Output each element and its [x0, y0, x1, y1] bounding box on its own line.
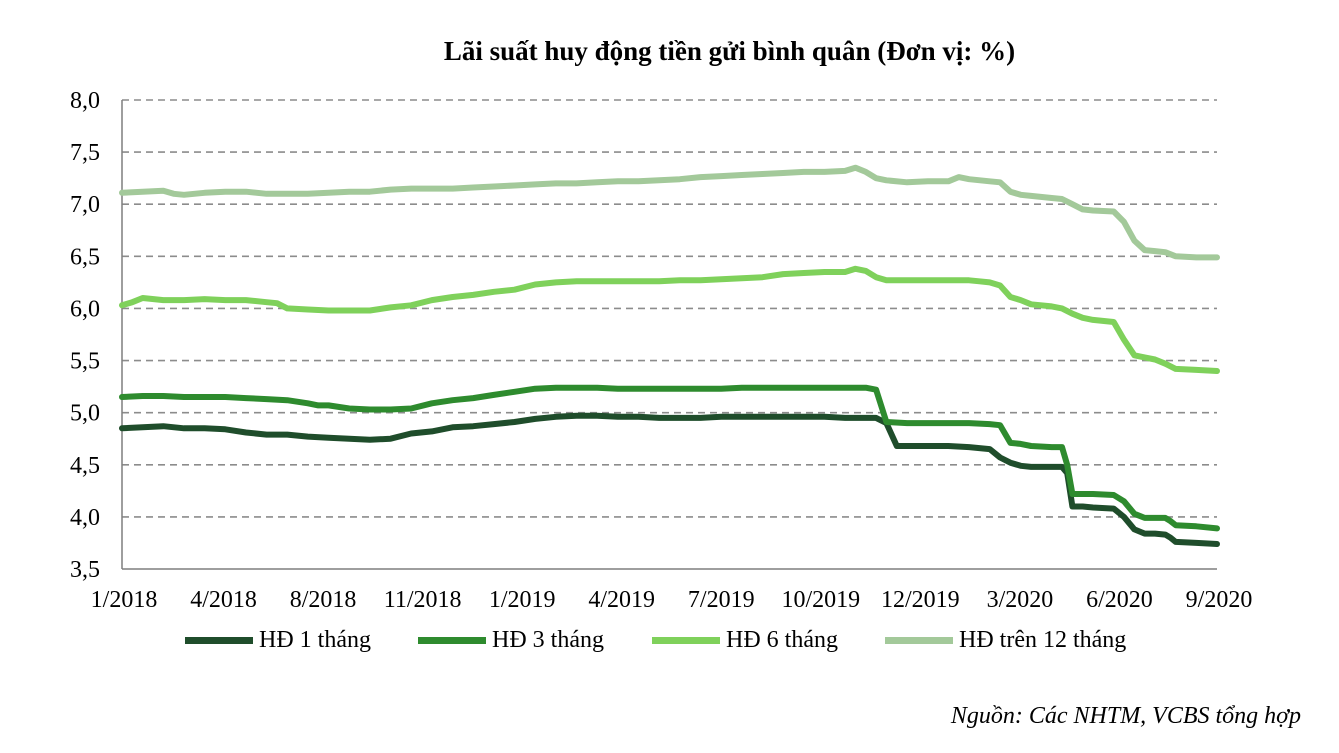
series-line-4	[119, 164, 1220, 261]
legend-label-tren-12-thang: HĐ trên 12 tháng	[959, 626, 1127, 653]
y-tick-label: 8,0	[70, 88, 100, 114]
y-tick-label: 5,5	[70, 349, 100, 375]
legend-item-3-thang: HĐ 3 tháng	[418, 622, 604, 658]
x-tick-label: 1/2019	[489, 587, 556, 613]
chart-title: Lãi suất huy động tiền gửi bình quân (Đơ…	[443, 36, 1016, 66]
x-tick-label: 12/2019	[881, 587, 960, 613]
legend-swatch-tren-12-thang	[885, 636, 953, 644]
legend-label-3-thang: HĐ 3 tháng	[492, 626, 604, 653]
y-tick-label: 6,5	[70, 244, 100, 270]
x-tick-label: 4/2018	[190, 587, 257, 613]
x-tick-label: 3/2020	[987, 587, 1054, 613]
series-line-1	[119, 412, 1220, 547]
series-line-3	[119, 265, 1220, 374]
x-tick-labels: 1/2018 4/2018 8/2018 11/2018 1/2019 4/2019 7/2…	[91, 587, 1253, 613]
x-tick-label: 10/2019	[781, 587, 860, 613]
x-tick-label: 9/2020	[1186, 587, 1253, 613]
legend-swatch-1-thang	[185, 636, 253, 644]
y-tick-label: 4,0	[70, 505, 100, 531]
legend-swatch-3-thang	[418, 636, 486, 644]
legend-label-1-thang: HĐ 1 tháng	[259, 626, 371, 653]
x-tick-label: 6/2020	[1086, 587, 1153, 613]
series-lines	[119, 164, 1220, 547]
y-tick-label: 7,5	[70, 140, 100, 166]
x-tick-label: 4/2019	[588, 587, 655, 613]
axes	[121, 100, 1217, 570]
y-tick-label: 3,5	[70, 557, 100, 583]
y-tick-label: 5,0	[70, 401, 100, 427]
y-tick-label: 7,0	[70, 192, 100, 218]
legend-item-tren-12-thang: HĐ trên 12 tháng	[885, 622, 1126, 658]
source-note: Nguồn: Các NHTM, VCBS tổng hợp	[950, 703, 1301, 729]
y-tick-label: 6,0	[70, 296, 100, 322]
series-line-2	[119, 384, 1220, 532]
legend: HĐ 1 tháng HĐ 3 tháng HĐ 6 tháng HĐ trên…	[0, 622, 1339, 658]
x-tick-label: 8/2018	[290, 587, 357, 613]
legend-label-6-thang: HĐ 6 tháng	[726, 626, 838, 653]
x-tick-label: 1/2018	[91, 587, 158, 613]
legend-swatch-6-thang	[652, 636, 720, 644]
x-tick-label: 11/2018	[384, 587, 462, 613]
y-tick-label: 4,5	[70, 453, 100, 479]
legend-item-1-thang: HĐ 1 tháng	[185, 622, 371, 658]
y-tick-labels: 3,5 4,0 4,5 5,0 5,5 6,0 6,5 7,0 7,5 8,0	[70, 88, 100, 583]
legend-item-6-thang: HĐ 6 tháng	[652, 622, 838, 658]
x-tick-label: 7/2019	[688, 587, 755, 613]
